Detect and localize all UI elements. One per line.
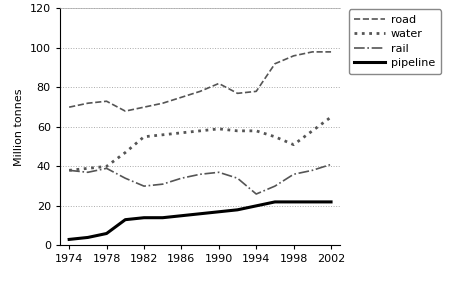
rail (104, 167, 109, 170)
road (290, 54, 296, 58)
Line: rail: rail (69, 164, 330, 194)
road (328, 50, 333, 54)
road (104, 100, 109, 103)
pipeline (122, 218, 128, 221)
pipeline (66, 238, 72, 241)
road (85, 102, 90, 105)
road (197, 90, 202, 93)
Y-axis label: Million tonnes: Million tonnes (14, 88, 24, 166)
rail (309, 169, 314, 172)
pipeline (272, 200, 277, 204)
water (216, 127, 221, 131)
road (309, 50, 314, 54)
rail (253, 192, 258, 196)
road (272, 62, 277, 65)
water (85, 167, 90, 170)
water (122, 151, 128, 154)
Legend: road, water, rail, pipeline: road, water, rail, pipeline (348, 9, 440, 74)
pipeline (197, 212, 202, 215)
pipeline (290, 200, 296, 204)
pipeline (141, 216, 146, 219)
road (141, 105, 146, 109)
road (216, 82, 221, 85)
rail (216, 171, 221, 174)
water (290, 143, 296, 146)
water (66, 169, 72, 172)
pipeline (309, 200, 314, 204)
road (234, 92, 240, 95)
pipeline (104, 232, 109, 235)
water (141, 135, 146, 138)
Line: road: road (69, 52, 330, 111)
pipeline (160, 216, 165, 219)
pipeline (216, 210, 221, 213)
Line: pipeline: pipeline (69, 202, 330, 239)
road (66, 105, 72, 109)
water (178, 131, 184, 135)
road (122, 109, 128, 113)
rail (290, 173, 296, 176)
water (104, 165, 109, 168)
rail (328, 163, 333, 166)
rail (85, 171, 90, 174)
rail (160, 182, 165, 186)
pipeline (234, 208, 240, 212)
water (309, 129, 314, 133)
pipeline (328, 200, 333, 204)
water (160, 133, 165, 136)
Line: water: water (69, 117, 330, 170)
water (197, 129, 202, 133)
rail (66, 169, 72, 172)
road (178, 96, 184, 99)
pipeline (178, 214, 184, 217)
water (253, 129, 258, 133)
water (234, 129, 240, 133)
rail (122, 177, 128, 180)
rail (197, 173, 202, 176)
rail (178, 177, 184, 180)
rail (272, 184, 277, 188)
rail (141, 184, 146, 188)
pipeline (253, 204, 258, 208)
road (253, 90, 258, 93)
pipeline (85, 236, 90, 239)
road (160, 102, 165, 105)
water (328, 115, 333, 119)
rail (234, 177, 240, 180)
water (272, 135, 277, 138)
